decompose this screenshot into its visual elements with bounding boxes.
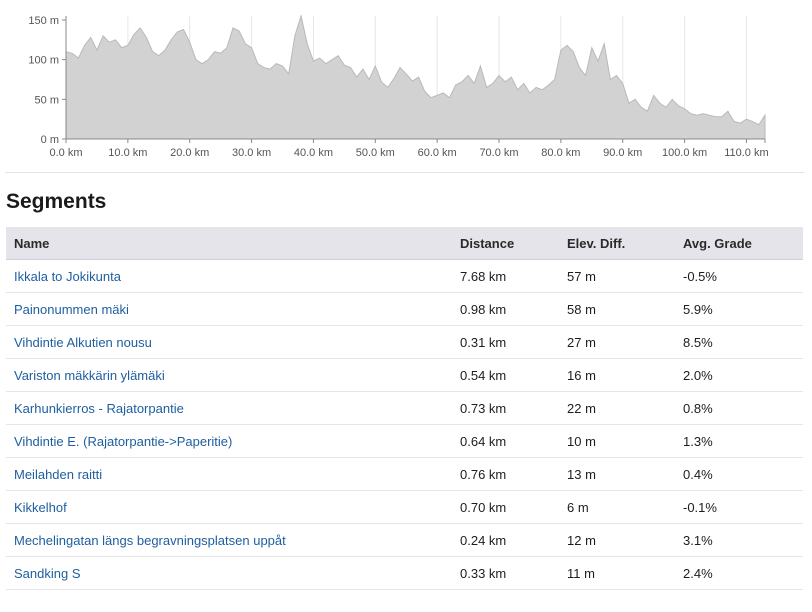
y-tick-label: 0 m	[41, 134, 59, 146]
x-tick-label: 40.0 km	[294, 147, 333, 159]
segment-distance: 0.24 km	[452, 523, 559, 557]
segment-distance: 0.31 km	[452, 325, 559, 359]
segment-link[interactable]: Mechelingatan längs begravningsplatsen u…	[14, 532, 286, 548]
segment-link[interactable]: Kikkelhof	[14, 499, 67, 515]
segment-avg-grade: 1.3%	[675, 424, 803, 458]
table-row: Ikkala to Jokikunta 7.68 km 57 m -0.5%	[6, 259, 803, 293]
y-tick-label: 100 m	[28, 55, 59, 67]
segment-link[interactable]: Sandking S	[14, 565, 81, 581]
segment-avg-grade: 2.4%	[675, 556, 803, 590]
segment-name-cell: Vihdintie Alkutien nousu	[6, 325, 452, 359]
segment-name-cell: Variston mäkkärin ylämäki	[6, 358, 452, 392]
segment-link[interactable]: Vihdintie E. (Rajatorpantie->Paperitie)	[14, 433, 233, 449]
segment-elev-diff: 13 m	[559, 457, 675, 491]
segment-name-cell: Karhunkierros - Rajatorpantie	[6, 391, 452, 425]
segment-elev-diff: 10 m	[559, 424, 675, 458]
column-header-distance[interactable]: Distance	[452, 227, 559, 260]
segment-distance: 0.73 km	[452, 391, 559, 425]
segment-elev-diff: 27 m	[559, 325, 675, 359]
segment-avg-grade: 8.5%	[675, 325, 803, 359]
segment-name-cell: Sandking S	[6, 556, 452, 590]
segment-link[interactable]: Painonummen mäki	[14, 301, 129, 317]
x-tick-label: 90.0 km	[603, 147, 642, 159]
segment-avg-grade: 0.8%	[675, 391, 803, 425]
segment-link[interactable]: Meilahden raitti	[14, 466, 103, 482]
segment-elev-diff: 16 m	[559, 358, 675, 392]
segment-name-cell: Mechelingatan längs begravningsplatsen u…	[6, 523, 452, 557]
divider	[5, 172, 804, 173]
segment-avg-grade: 2.0%	[675, 358, 803, 392]
segment-name-cell: Painonummen mäki	[6, 292, 452, 326]
column-header-name[interactable]: Name	[6, 227, 452, 260]
x-tick-label: 80.0 km	[541, 147, 580, 159]
segment-elev-diff: 11 m	[559, 556, 675, 590]
column-header-avg-grade[interactable]: Avg. Grade	[675, 227, 803, 260]
segment-elev-diff: 58 m	[559, 292, 675, 326]
segment-link[interactable]: Karhunkierros - Rajatorpantie	[14, 400, 184, 416]
segment-distance: 0.76 km	[452, 457, 559, 491]
x-tick-label: 20.0 km	[170, 147, 209, 159]
segment-elev-diff: 12 m	[559, 523, 675, 557]
elevation-area	[65, 14, 766, 140]
table-row: Sandking S 0.33 km 11 m 2.4%	[6, 556, 803, 590]
segment-link[interactable]: Vihdintie Alkutien nousu	[14, 334, 152, 350]
table-row: Vihdintie Alkutien nousu 0.31 km 27 m 8.5%	[6, 325, 803, 359]
table-row: Variston mäkkärin ylämäki 0.54 km 16 m 2.0%	[6, 358, 803, 392]
segment-name-cell: Kikkelhof	[6, 490, 452, 524]
segment-distance: 7.68 km	[452, 259, 559, 293]
table-row: Mechelingatan längs begravningsplatsen u…	[6, 523, 803, 557]
x-tick-label: 10.0 km	[108, 147, 147, 159]
table-header-row: Name Distance Elev. Diff. Avg. Grade	[6, 227, 803, 260]
segment-distance: 0.54 km	[452, 358, 559, 392]
segment-avg-grade: 3.1%	[675, 523, 803, 557]
elevation-profile-chart: 0.0 km 10.0 km 20.0 km 30.0 km 40.0 km 50.0 k…	[0, 0, 812, 170]
segment-avg-grade: 5.9%	[675, 292, 803, 326]
y-tick-label: 150 m	[28, 15, 59, 27]
table-row: Karhunkierros - Rajatorpantie 0.73 km 22 m…	[6, 391, 803, 425]
x-tick-label: 30.0 km	[232, 147, 271, 159]
y-tick-label: 50 m	[35, 94, 59, 106]
segments-table: Name Distance Elev. Diff. Avg. Grade Ikk…	[6, 227, 803, 590]
segment-distance: 0.98 km	[452, 292, 559, 326]
segment-distance: 0.70 km	[452, 490, 559, 524]
segment-avg-grade: -0.5%	[675, 259, 803, 293]
x-tick-label: 50.0 km	[356, 147, 395, 159]
segments-table-body: Ikkala to Jokikunta 7.68 km 57 m -0.5% Paino…	[6, 259, 803, 590]
segment-name-cell: Vihdintie E. (Rajatorpantie->Paperitie)	[6, 424, 452, 458]
x-tick-label: 110.0 km	[724, 147, 768, 159]
segment-name-cell: Ikkala to Jokikunta	[6, 259, 452, 293]
segment-link[interactable]: Ikkala to Jokikunta	[14, 268, 121, 284]
x-tick-label: 60.0 km	[418, 147, 457, 159]
segment-distance: 0.64 km	[452, 424, 559, 458]
segment-avg-grade: 0.4%	[675, 457, 803, 491]
segment-elev-diff: 57 m	[559, 259, 675, 293]
x-tick-label: 70.0 km	[479, 147, 518, 159]
segment-distance: 0.33 km	[452, 556, 559, 590]
segment-avg-grade: -0.1%	[675, 490, 803, 524]
segment-elev-diff: 6 m	[559, 490, 675, 524]
segment-link[interactable]: Variston mäkkärin ylämäki	[14, 367, 165, 383]
elevation-chart-svg: 0.0 km 10.0 km 20.0 km 30.0 km 40.0 km 50.0 k…	[28, 14, 769, 159]
table-row: Meilahden raitti 0.76 km 13 m 0.4%	[6, 457, 803, 491]
segment-elev-diff: 22 m	[559, 391, 675, 425]
segments-title: Segments	[6, 190, 107, 213]
x-tick-label: 100.0 km	[662, 147, 707, 159]
column-header-elev-diff[interactable]: Elev. Diff.	[559, 227, 675, 260]
table-row: Painonummen mäki 0.98 km 58 m 5.9%	[6, 292, 803, 326]
x-tick-label: 0.0 km	[49, 147, 82, 159]
table-row: Kikkelhof 0.70 km 6 m -0.1%	[6, 490, 803, 524]
table-row: Vihdintie E. (Rajatorpantie->Paperitie) 0…	[6, 424, 803, 458]
segment-name-cell: Meilahden raitti	[6, 457, 452, 491]
